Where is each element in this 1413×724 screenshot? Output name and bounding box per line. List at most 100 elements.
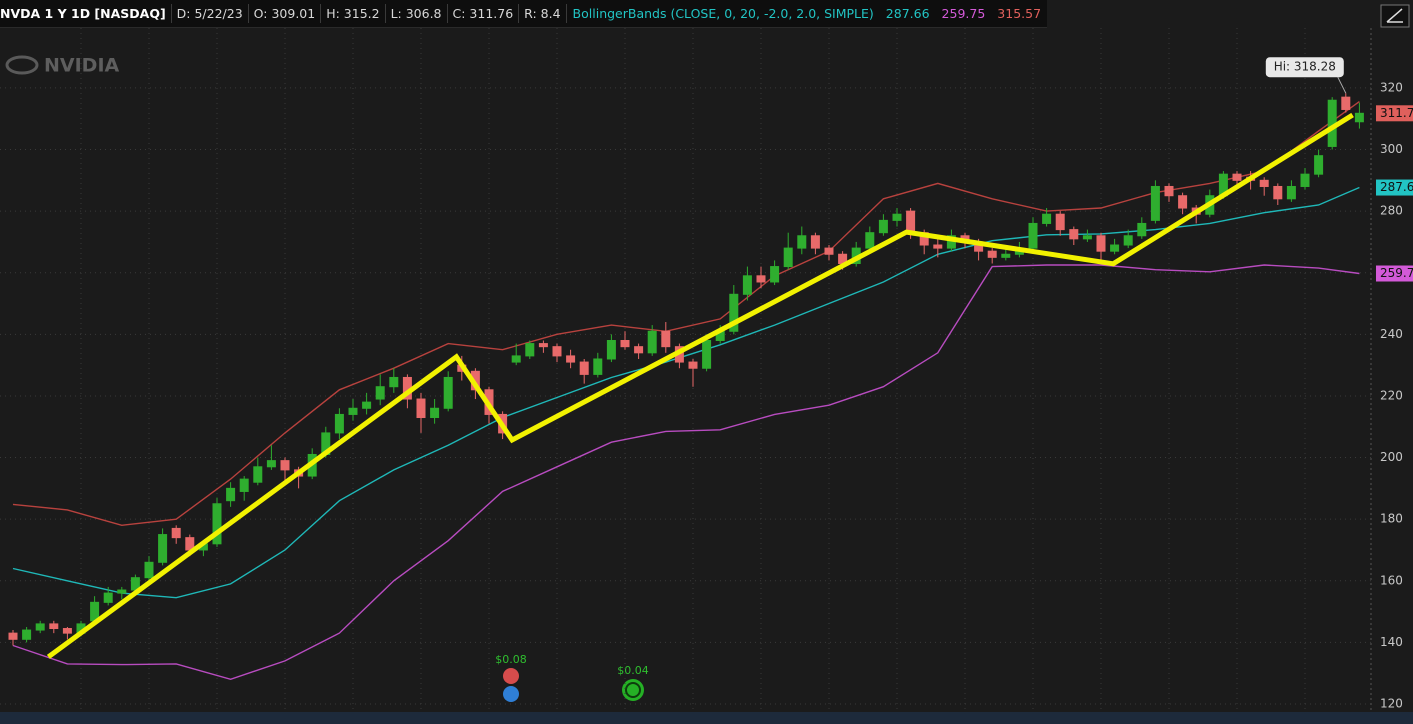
study-name: BollingerBands (CLOSE, 0, 20, -2.0, 2.0,… (572, 6, 874, 21)
candle-body (1286, 185, 1296, 200)
candle-body (810, 235, 820, 249)
candle-body (62, 628, 72, 634)
band-line (12, 186, 1360, 599)
candle-body (647, 330, 657, 354)
candle-body (593, 358, 603, 375)
candle-body (158, 534, 168, 563)
candle-body (1273, 185, 1283, 200)
candle-body (1259, 179, 1269, 187)
candle-body (103, 592, 113, 603)
candle-body (1096, 235, 1106, 252)
candle-body (552, 346, 562, 357)
study-value: 315.57 (997, 6, 1042, 21)
candle-body (35, 623, 45, 631)
price-tag (1376, 179, 1413, 196)
price-tag-label: 311.7 (1380, 106, 1413, 120)
candle-body (8, 632, 18, 640)
candle-body (1341, 96, 1351, 110)
price-tag (1376, 105, 1413, 122)
high-label-pointer (1337, 76, 1347, 94)
candle-body (1001, 253, 1011, 258)
candle-body (443, 376, 453, 409)
candle-body (334, 413, 344, 434)
candle-body (770, 266, 780, 283)
price-tag-label: 259.7 (1380, 266, 1413, 280)
candle-body (117, 589, 127, 594)
candle-body (416, 398, 426, 419)
candle-body (661, 330, 671, 348)
candle-body (1110, 244, 1120, 252)
price-tag-label: 287.6 (1380, 180, 1413, 194)
y-tick-label: 220 (1380, 388, 1403, 402)
study-value: 287.66 (885, 6, 930, 21)
candle-body (266, 460, 276, 468)
drawing-tool-icon (1386, 8, 1403, 23)
candle-body (1354, 112, 1364, 123)
candle-body (511, 355, 521, 363)
band-line (12, 101, 1360, 527)
candle-body (933, 244, 943, 249)
y-tick-label: 200 (1380, 450, 1403, 464)
candle-body (226, 487, 236, 502)
event-label: $0.08 (495, 653, 527, 666)
candle-body (239, 478, 249, 492)
candle-body (1055, 213, 1065, 231)
y-tick-label: 180 (1380, 512, 1403, 526)
event-label: $0.04 (617, 664, 649, 677)
y-tick-label: 320 (1380, 80, 1403, 94)
candle-body (742, 275, 752, 295)
high-label-box (1265, 57, 1344, 78)
y-tick-label: 120 (1380, 696, 1403, 710)
watermark-logo (5, 55, 39, 75)
event-icon[interactable] (503, 686, 519, 702)
candle-body (987, 250, 997, 258)
watermark: NVIDIA (44, 55, 120, 77)
candle-body (620, 340, 630, 348)
candle-body (878, 219, 888, 234)
candle-body (212, 503, 222, 545)
price-tag (1376, 265, 1413, 282)
candle-body (634, 346, 644, 354)
candle-body (688, 361, 698, 369)
candle-body (579, 361, 589, 375)
candle-body (253, 466, 263, 483)
candle-body (865, 232, 875, 249)
y-tick-label: 140 (1380, 635, 1403, 649)
header-field: D: 5/22/23 (172, 4, 249, 23)
candle-body (1137, 222, 1147, 237)
candle-body (824, 247, 834, 255)
header-field: H: 315.2 (321, 4, 386, 23)
candle-body (1028, 222, 1038, 249)
candle-body (538, 343, 548, 348)
event-icon[interactable] (503, 668, 519, 684)
candle-body (49, 623, 59, 630)
y-tick-label: 240 (1380, 327, 1403, 341)
candle-body (362, 401, 372, 409)
candle-body (1178, 195, 1188, 209)
bottom-strip (0, 712, 1413, 724)
symbol[interactable]: NVDA 1 Y 1D [NASDAQ] (0, 4, 172, 23)
candle-body (144, 561, 154, 579)
candle-body (892, 213, 902, 221)
trendline (46, 112, 1354, 659)
header-field: O: 309.01 (249, 4, 322, 23)
dividend-icon-ring (625, 682, 641, 698)
candle-body (1314, 155, 1324, 175)
candle-body (906, 210, 916, 234)
candle-body (389, 376, 399, 388)
candle-body (375, 386, 385, 400)
candle-body (430, 407, 440, 419)
candle-body (729, 293, 739, 332)
candle-body (1150, 185, 1160, 221)
header-field: R: 8.4 (519, 4, 567, 23)
candle-body (1042, 213, 1052, 224)
candle-body (525, 343, 535, 357)
candle-body (171, 527, 181, 539)
y-tick-label: 280 (1380, 204, 1403, 218)
candle-body (1164, 185, 1174, 197)
y-tick-label: 300 (1380, 142, 1403, 156)
candle-body (348, 407, 358, 415)
candle-body (1232, 173, 1242, 181)
